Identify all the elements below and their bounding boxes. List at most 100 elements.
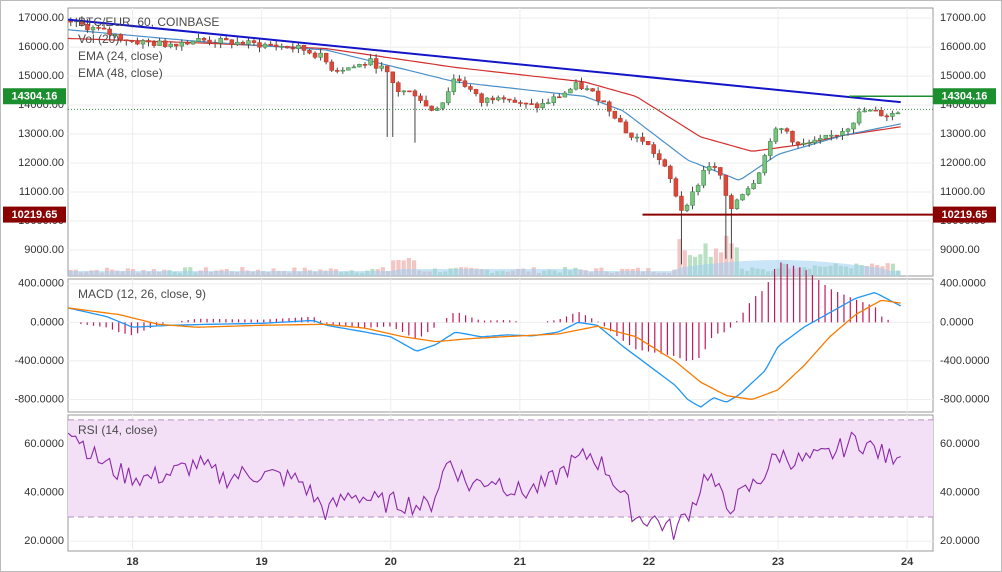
candle-body: [634, 136, 640, 139]
price-flag-right-1: [933, 206, 996, 223]
volume-bar: [391, 260, 396, 276]
price-y-tick-right: 11000.00: [940, 186, 985, 198]
rsi-y-tick-left: 20.0000: [24, 535, 64, 547]
candle-body: [795, 141, 801, 145]
candle-body: [473, 89, 479, 95]
candle-body: [762, 155, 767, 174]
candle-body: [729, 195, 734, 209]
candle-body: [834, 134, 840, 137]
candle-body: [296, 44, 301, 49]
candle-body: [373, 58, 379, 69]
candle-body: [412, 90, 418, 97]
candle-body: [862, 110, 867, 113]
candle-body: [440, 102, 445, 109]
candle-body: [756, 172, 762, 184]
candle-body: [151, 41, 157, 46]
candle-body: [534, 103, 540, 109]
x-tick-19: 19: [256, 556, 268, 568]
candle-body: [540, 103, 545, 109]
price-y-tick-left: 13000.00: [18, 128, 64, 140]
candle-body: [590, 88, 595, 92]
price-y-tick-right: 17000.00: [940, 12, 986, 24]
candle-body: [695, 184, 701, 193]
x-tick-21: 21: [514, 556, 526, 568]
candle-body: [651, 144, 656, 154]
price-y-tick-right: 13000.00: [940, 128, 986, 140]
price-flag-left-1: [3, 206, 66, 223]
candle-body: [229, 39, 235, 45]
candle-body: [523, 102, 529, 105]
macd-signal-line: [67, 299, 901, 400]
candle-body: [384, 65, 390, 73]
candle-body: [262, 43, 268, 48]
candle-body: [751, 183, 756, 189]
ema24-indicator-label: EMA (24, close): [78, 49, 163, 63]
candle-body: [601, 100, 606, 103]
candle-body: [884, 115, 890, 118]
candle-body: [512, 99, 518, 103]
rsi-y-tick-right: 60.0000: [940, 438, 980, 450]
price-flag-text-left-0: 14304.16: [12, 91, 58, 103]
candle-body: [812, 139, 817, 144]
volume-bar: [682, 250, 687, 276]
candle-body: [340, 69, 346, 72]
candle-body: [318, 52, 323, 58]
candle-body: [573, 82, 579, 90]
candle-body: [468, 86, 473, 90]
macd-y-tick-left: 400.0000: [18, 278, 64, 290]
candle-body: [357, 64, 362, 68]
candle-body: [668, 165, 673, 180]
candle-body: [312, 52, 318, 58]
candle-body: [790, 130, 795, 143]
candle-body: [479, 93, 484, 103]
candle-body: [112, 34, 118, 36]
volume-bar: [396, 260, 401, 276]
candle-body: [645, 141, 651, 145]
candle-body: [545, 102, 551, 104]
rsi-pane-title: RSI (14, close): [78, 423, 158, 437]
candle-body: [218, 38, 223, 44]
volume-bar: [885, 263, 890, 276]
price-y-tick-left: 11000.00: [19, 186, 64, 198]
candle-body: [96, 27, 101, 29]
ema48-line: [67, 37, 901, 152]
candle-body: [251, 40, 257, 43]
candle-body: [501, 97, 507, 100]
candle-body: [723, 174, 729, 196]
rsi-line: [67, 431, 901, 540]
macd-y-tick-right: -800.0000: [940, 393, 990, 405]
candle-body: [551, 96, 556, 103]
price-y-tick-left: 15000.00: [18, 70, 64, 82]
volume-bar: [703, 243, 708, 276]
candle-body: [462, 80, 468, 87]
candle-body: [579, 82, 584, 90]
macd-y-tick-right: -400.0000: [940, 355, 990, 367]
candle-body: [701, 169, 706, 186]
candle-body: [124, 39, 129, 42]
candle-body: [185, 41, 190, 45]
candle-body: [518, 102, 523, 104]
candle-body: [351, 66, 357, 69]
candle-body: [179, 41, 185, 47]
candle-body: [307, 50, 312, 54]
candle-body: [135, 40, 140, 45]
macd-pane-title: MACD (12, 26, close, 9): [78, 287, 207, 301]
candle-body: [285, 45, 290, 49]
candle-body: [323, 52, 329, 63]
candle-body: [368, 58, 373, 66]
candle-body: [640, 136, 645, 142]
macd-y-tick-left: -800.0000: [14, 393, 64, 405]
price-flag-text-right-1: 10219.65: [942, 209, 988, 221]
candle-body: [85, 23, 90, 31]
candle-body: [207, 39, 212, 44]
price-y-tick-left: 17000.00: [18, 12, 64, 24]
volume-bar: [411, 260, 417, 276]
volume-bar: [406, 257, 411, 276]
candle-body: [507, 98, 512, 101]
price-y-tick-left: 12000.00: [18, 157, 64, 169]
price-y-tick-left: 9000.00: [24, 244, 64, 256]
candle-body: [396, 82, 401, 92]
candle-body: [146, 40, 151, 43]
candle-body: [879, 109, 884, 117]
candle-body: [662, 159, 668, 167]
